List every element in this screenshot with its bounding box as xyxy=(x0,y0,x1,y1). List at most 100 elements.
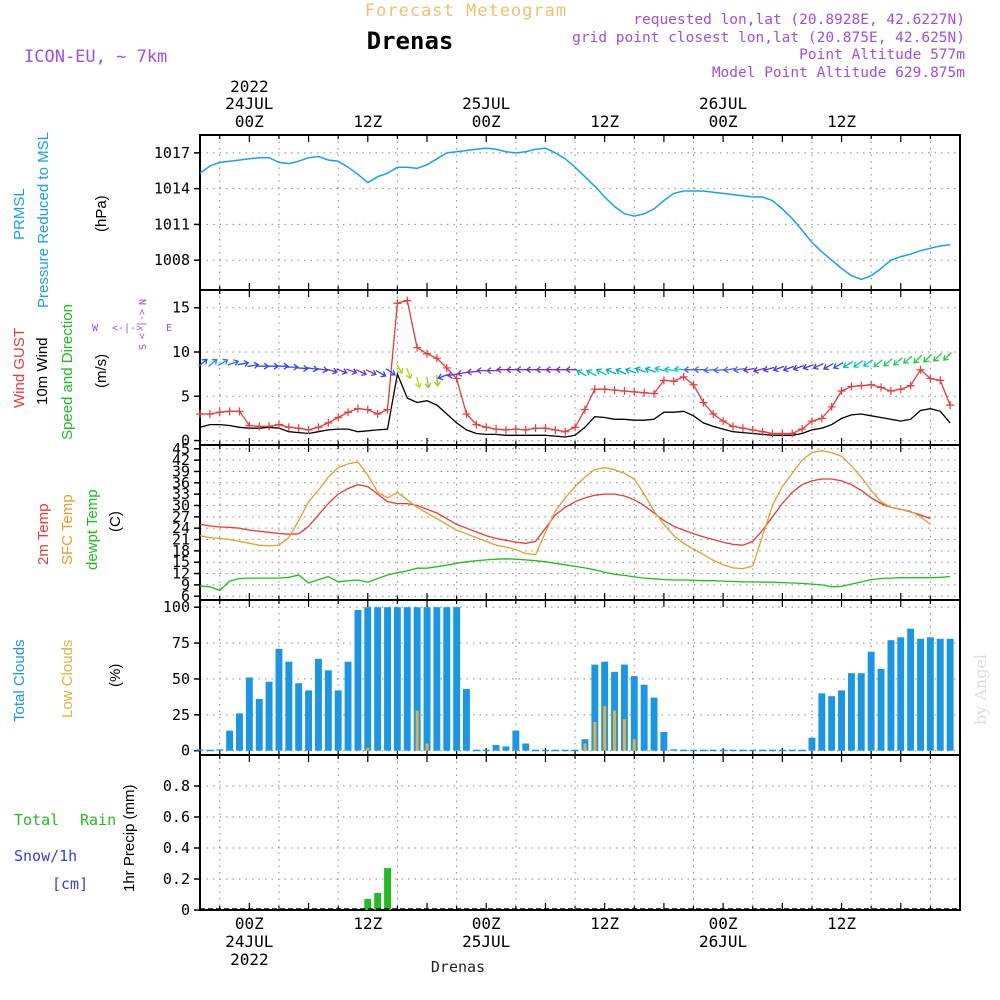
wind-arrow xyxy=(703,366,716,374)
wind-arrow xyxy=(822,362,834,371)
wind-arrow xyxy=(217,358,229,366)
wind-arrow xyxy=(237,360,250,367)
y-tick-label: 100 xyxy=(163,598,190,616)
temperature-labels: 2m Temp SFC Temp dewpt Temp (C) xyxy=(35,489,124,570)
total-cloud-bar xyxy=(887,640,895,751)
top-year-label: 2022 xyxy=(230,77,269,96)
bottom-time-label: 2022 xyxy=(230,950,269,969)
y-tick-label: 0.8 xyxy=(163,777,190,795)
gust-marker xyxy=(541,424,550,433)
gust-marker xyxy=(640,388,649,397)
gust-marker xyxy=(432,354,441,363)
total-cloud-bar xyxy=(699,749,707,752)
gust-marker xyxy=(245,421,254,430)
gust-marker xyxy=(363,405,372,414)
total-cloud-bar xyxy=(867,651,875,751)
y-tick-label: 0.2 xyxy=(163,870,190,888)
y-tick-label: 1017 xyxy=(154,144,190,162)
watermark: by Angel xyxy=(971,654,990,725)
wind-arrow xyxy=(267,362,280,370)
temp-sfc-line xyxy=(199,450,931,570)
celsius-unit-label: (C) xyxy=(107,511,124,532)
precip-bars xyxy=(200,868,960,910)
total-cloud-bar xyxy=(315,658,322,751)
gust-marker xyxy=(284,423,293,432)
panel-frame xyxy=(199,754,961,911)
y-tick-label: 6 xyxy=(181,587,190,605)
wind-direction-arrows xyxy=(198,352,952,389)
total-cloud-bar xyxy=(877,668,885,751)
bottom-time-label: 12Z xyxy=(590,914,619,933)
y-tick-label: 0 xyxy=(181,901,190,919)
gust-marker xyxy=(531,424,540,433)
wind-arrow xyxy=(316,366,329,374)
y-tick-label: 9 xyxy=(181,576,190,594)
gust-marker xyxy=(472,420,481,429)
compass-horizontal-arrow: <-|-> xyxy=(112,323,142,334)
wind-labels: Wind GUST 10m Wind Speed and Direction (m/s… xyxy=(11,304,110,440)
total-cloud-bar xyxy=(838,690,845,751)
gust-marker xyxy=(571,423,580,432)
y-tick-label: 18 xyxy=(172,542,190,560)
compass-west: W xyxy=(92,323,99,334)
y-tick-label: 1011 xyxy=(154,215,190,233)
panels: 1008101110141017051015691215182124273033… xyxy=(11,132,961,919)
pressure-msl-label: Pressure Reduced to MSL xyxy=(35,132,52,308)
total-cloud-bar xyxy=(946,638,954,751)
wind-arrow xyxy=(466,368,479,376)
total-cloud-bar xyxy=(374,607,382,751)
total-cloud-bar xyxy=(443,607,451,751)
wind-arrow xyxy=(415,376,422,389)
total-cloud-bar xyxy=(384,607,391,751)
wind-arrow xyxy=(893,357,903,366)
gust-marker xyxy=(610,386,619,395)
panel-precip: 0 0.2 0.4 0.6 0.8 xyxy=(163,754,961,919)
total-cloud-bar xyxy=(285,661,293,751)
total-cloud-bar xyxy=(542,749,549,752)
wind-arrow xyxy=(913,354,923,364)
wind-arrow xyxy=(742,366,755,374)
y-tick-label: 1008 xyxy=(154,251,190,269)
dewpoint-line xyxy=(199,558,951,592)
gust-marker xyxy=(304,425,313,434)
total-cloud-bar xyxy=(749,749,757,752)
y-tick-label: 36 xyxy=(172,474,190,492)
total-cloud-bar xyxy=(571,749,579,752)
bottom-time-label: 12Z xyxy=(353,914,382,933)
total-cloud-bar xyxy=(393,607,401,751)
gust-marker xyxy=(600,385,609,394)
wind-arrow xyxy=(933,352,942,362)
gust-marker xyxy=(916,365,925,374)
total-cloud-bar xyxy=(907,628,915,751)
gust-marker xyxy=(235,407,244,416)
gust-marker xyxy=(798,425,807,434)
temperature-series xyxy=(199,450,951,592)
gust-marker xyxy=(501,425,510,434)
gust-marker xyxy=(511,425,520,434)
grid-point-coords: grid point closest lon,lat (20.875E, 42.… xyxy=(572,30,965,46)
low-cloud-bar xyxy=(425,743,429,751)
gust-marker xyxy=(748,425,757,434)
wind-arrow xyxy=(326,367,339,375)
total-cloud-bar xyxy=(413,607,421,751)
y-tick-label: 21 xyxy=(172,531,190,549)
wind-arrow xyxy=(257,362,270,370)
wind-arrow xyxy=(296,364,309,372)
y-tick-label: 15 xyxy=(172,299,190,317)
y-tick-label: 25 xyxy=(172,706,190,724)
panel-frame xyxy=(199,599,961,756)
wind-arrow xyxy=(615,367,627,375)
wind-arrow xyxy=(198,358,208,367)
y-tick-label: 39 xyxy=(172,462,190,480)
total-cloud-bar xyxy=(561,749,569,752)
wind-arrow xyxy=(732,366,745,374)
low-cloud-bar xyxy=(583,743,587,751)
top-time-label: 25JUL xyxy=(462,94,510,113)
total-cloud-bar xyxy=(255,699,263,751)
low-cloud-bar xyxy=(613,710,617,751)
total-cloud-bar xyxy=(502,746,510,751)
top-time-label: 00Z xyxy=(472,112,501,131)
total-cloud-bar xyxy=(433,607,441,751)
